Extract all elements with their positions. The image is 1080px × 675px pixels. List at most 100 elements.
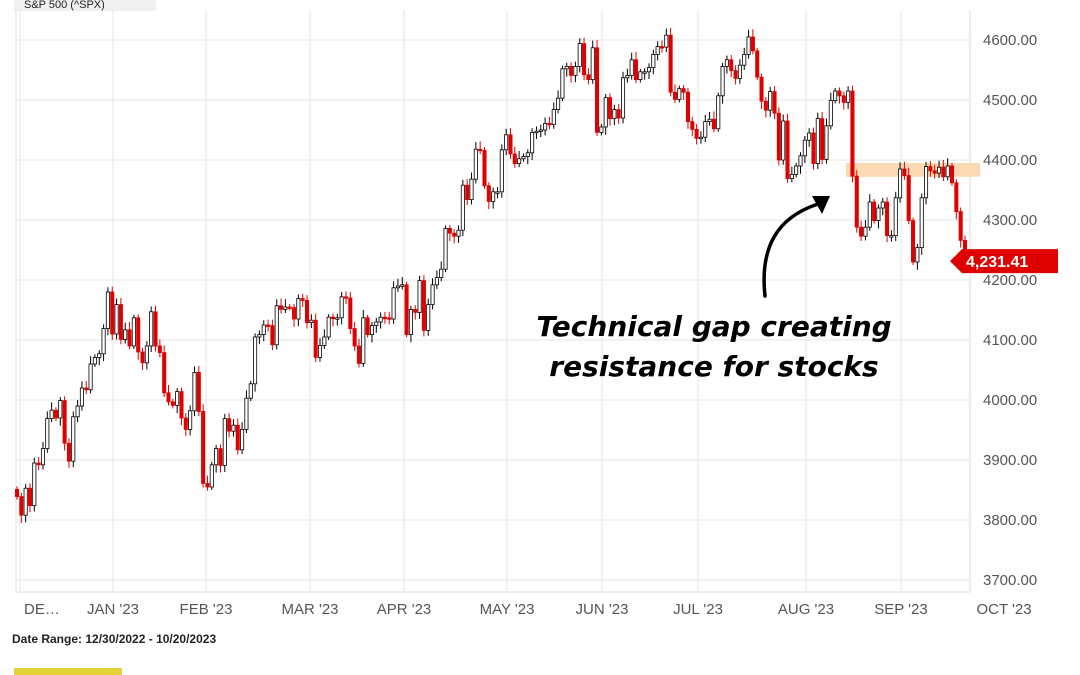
- candle-body: [443, 227, 448, 270]
- candle-body: [564, 66, 569, 70]
- x-axis: DE… JAN '23 FEB '23 MAR '23 APR '23 MAY '23 JU…: [24, 601, 1032, 618]
- candle-body: [815, 118, 820, 164]
- candle: [733, 65, 738, 85]
- candle: [720, 62, 725, 104]
- candle: [863, 220, 868, 241]
- price-tag-shape: [950, 249, 1058, 274]
- candle-body: [759, 76, 764, 102]
- candle: [828, 92, 833, 130]
- candle: [742, 47, 747, 70]
- candle: [348, 292, 353, 334]
- candle-body: [599, 126, 604, 133]
- candle-body: [586, 74, 591, 81]
- candle-body: [14, 488, 20, 497]
- candle-body: [885, 201, 890, 236]
- candle: [737, 59, 742, 84]
- candle: [664, 28, 669, 52]
- candle: [131, 314, 136, 349]
- candle-body: [66, 442, 71, 462]
- candle-body: [794, 165, 799, 175]
- candle-body: [88, 363, 93, 391]
- candle-body: [603, 97, 608, 128]
- candle: [162, 345, 167, 397]
- candle-body: [672, 91, 677, 100]
- candle: [309, 314, 314, 328]
- gap-zone: [846, 163, 980, 177]
- candle: [460, 179, 465, 237]
- candle-body: [668, 34, 673, 93]
- candle: [27, 483, 33, 513]
- candle-body: [915, 247, 920, 263]
- candle: [92, 354, 97, 367]
- candle-body: [902, 168, 907, 176]
- candle: [889, 230, 894, 242]
- candle: [84, 380, 89, 394]
- candle: [893, 191, 898, 241]
- candle-body: [231, 424, 236, 432]
- candle-body: [547, 123, 552, 126]
- brand-logo: [14, 668, 122, 675]
- candle-body: [478, 148, 483, 152]
- candle: [374, 317, 379, 333]
- candle: [711, 111, 716, 133]
- candle: [473, 142, 478, 184]
- candle: [49, 402, 54, 423]
- candle-body: [408, 308, 413, 335]
- candle: [426, 298, 431, 336]
- candle: [118, 298, 123, 345]
- candle-body: [590, 47, 595, 80]
- candle: [58, 397, 63, 426]
- candle-body: [460, 184, 465, 231]
- candle-body: [123, 329, 128, 340]
- candle: [153, 305, 158, 352]
- candle: [244, 390, 249, 433]
- candle: [140, 347, 145, 370]
- candle: [616, 104, 621, 124]
- candle-body: [768, 91, 773, 111]
- candle: [14, 486, 20, 500]
- candle-body: [729, 59, 734, 71]
- candle-body: [283, 306, 288, 310]
- candle: [222, 413, 227, 472]
- candle: [668, 28, 673, 97]
- candle: [569, 62, 574, 83]
- candle: [902, 161, 907, 180]
- candle-body: [781, 120, 786, 161]
- candle-body: [755, 50, 760, 78]
- candle: [40, 442, 45, 470]
- candle: [157, 339, 162, 358]
- x-tick-label: APR '23: [377, 601, 432, 618]
- y-tick-label: 4400.00: [983, 152, 1037, 169]
- candle-body: [175, 391, 180, 406]
- candle: [538, 124, 543, 138]
- candle: [547, 116, 552, 130]
- arrow-head: [812, 196, 830, 214]
- candle-body: [724, 59, 729, 67]
- candle-body: [880, 201, 885, 209]
- candle-body: [690, 121, 695, 130]
- candle-body: [560, 68, 565, 99]
- candle: [192, 366, 197, 417]
- candle: [196, 365, 201, 417]
- candle: [911, 217, 916, 265]
- annotation-text: Technical gap creating: [536, 310, 891, 343]
- candlestick-chart[interactable]: 3700.00 3800.00 3900.00 4000.00 4100.00 4200.…: [0, 0, 1080, 632]
- candle: [573, 61, 578, 82]
- x-tick-label: JAN '23: [87, 601, 139, 618]
- candle-body: [166, 392, 171, 403]
- candle-body: [365, 317, 370, 335]
- candle-body: [889, 235, 894, 238]
- candle-body: [651, 54, 656, 69]
- candle-body: [698, 136, 703, 140]
- candle: [421, 275, 426, 337]
- y-axis: 3700.00 3800.00 3900.00 4000.00 4100.00 4200.…: [983, 32, 1037, 589]
- candle-body: [447, 227, 452, 234]
- candle: [530, 128, 535, 160]
- candle: [274, 299, 279, 350]
- candle: [820, 112, 825, 165]
- candle-body: [776, 112, 781, 161]
- candle: [257, 330, 262, 345]
- candle: [114, 298, 119, 340]
- candle-body: [205, 482, 210, 488]
- candle: [123, 322, 128, 344]
